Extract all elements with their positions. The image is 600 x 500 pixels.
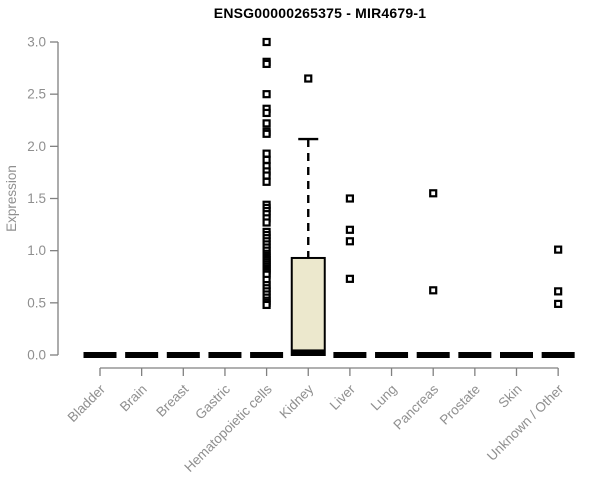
x-tick-label: Lung: [368, 382, 400, 414]
zero-median-bar: [333, 352, 367, 358]
zero-median-bar: [166, 352, 200, 358]
zero-median-bar: [500, 352, 533, 358]
x-tick-label: Pancreas: [390, 381, 441, 432]
outlier-point: [262, 119, 271, 128]
zero-median-bar: [416, 352, 450, 358]
outlier-point: [262, 129, 271, 138]
outlier-point: [554, 287, 563, 296]
x-tick-label: Gastric: [192, 381, 233, 422]
outlier-point: [262, 177, 271, 186]
x-tick-label: Unknown / Other: [484, 381, 567, 464]
x-tick-label: Liver: [327, 381, 359, 413]
x-tick-label: Brain: [117, 382, 150, 415]
outlier-point: [304, 74, 313, 83]
outlier-point: [262, 59, 271, 69]
y-axis-label: Expression: [4, 165, 19, 232]
x-tick-label: Skin: [495, 382, 524, 411]
outlier-point: [262, 300, 271, 310]
zero-median-bar: [458, 352, 492, 358]
zero-median-bar: [208, 352, 242, 358]
outlier-point: [345, 274, 354, 283]
outlier-point: [345, 225, 354, 234]
y-tick-label: 0.0: [27, 348, 46, 363]
outlier-point: [262, 171, 271, 180]
y-tick-label: 0.5: [27, 295, 46, 310]
outlier-point: [262, 155, 271, 164]
x-tick-label: Prostate: [437, 382, 483, 428]
outlier-point: [262, 90, 271, 99]
zero-median-bar: [541, 352, 575, 358]
x-tick-label: Breast: [153, 381, 191, 419]
outlier-point: [262, 37, 271, 47]
x-tick-label: Bladder: [65, 381, 109, 425]
outlier-point: [345, 237, 354, 246]
outlier-point: [262, 149, 271, 158]
median-bar: [291, 349, 325, 356]
y-tick-label: 1.0: [27, 243, 46, 258]
y-tick-label: 1.5: [27, 191, 46, 206]
zero-median-bar: [125, 352, 159, 358]
outlier-point: [554, 299, 563, 308]
chart-title: ENSG00000265375 - MIR4679-1: [213, 5, 427, 21]
outlier-point: [554, 245, 563, 254]
outlier-point: [262, 108, 271, 118]
zero-median-bar: [250, 352, 284, 358]
outlier-point: [429, 286, 438, 295]
x-tick-label: Kidney: [277, 381, 317, 421]
outlier-point: [262, 218, 271, 227]
outlier-point: [429, 189, 438, 198]
zero-median-bar: [83, 352, 117, 358]
y-tick-label: 3.0: [27, 35, 46, 50]
y-tick-label: 2.0: [27, 139, 46, 154]
outlier-point: [345, 194, 354, 203]
y-tick-label: 2.5: [27, 87, 46, 102]
box: [290, 256, 326, 356]
zero-median-bar: [375, 352, 409, 358]
